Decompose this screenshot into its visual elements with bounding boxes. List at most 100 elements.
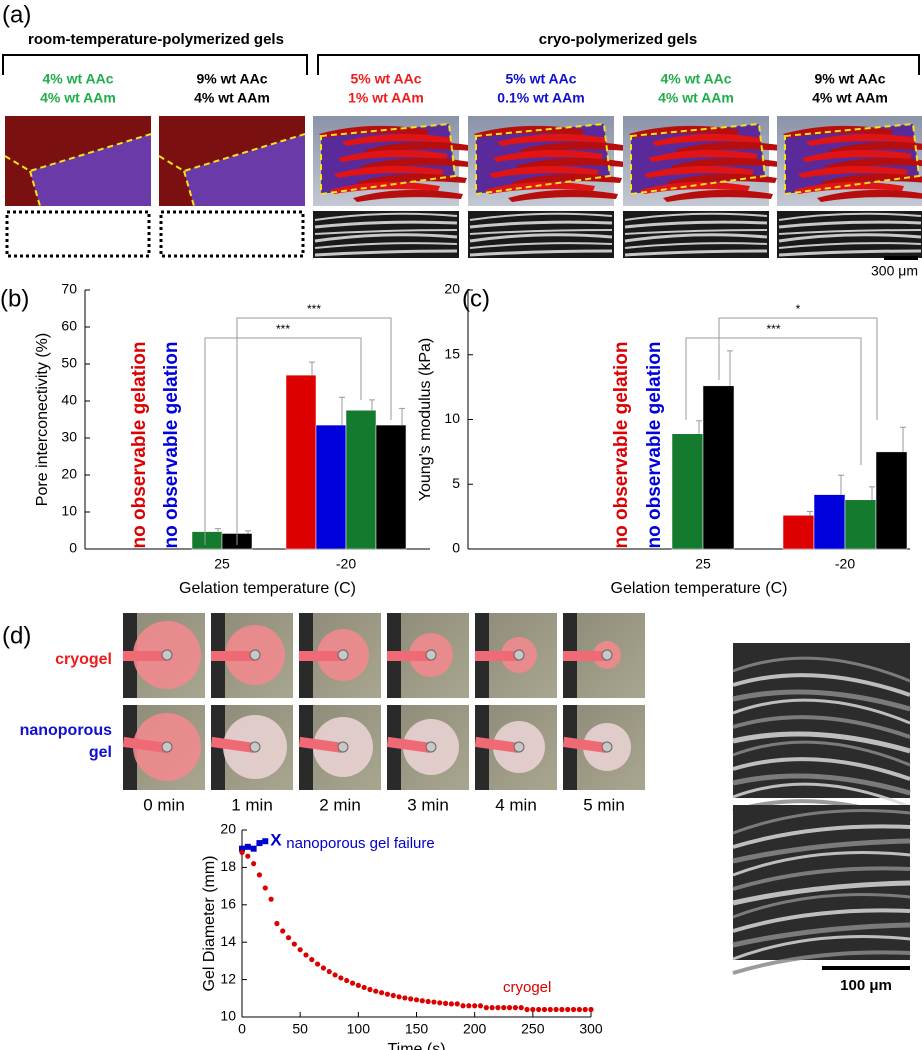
fiber bbox=[469, 220, 613, 229]
needle bbox=[299, 651, 343, 661]
bar bbox=[315, 424, 347, 550]
sem-sheet bbox=[732, 908, 911, 933]
strut bbox=[485, 181, 595, 194]
marker bbox=[448, 1001, 454, 1007]
marker bbox=[565, 1006, 571, 1013]
fiber bbox=[778, 249, 922, 257]
bar bbox=[375, 424, 407, 550]
row-label: gel bbox=[89, 744, 112, 761]
scale-label: 300 μm bbox=[871, 263, 918, 279]
bracket bbox=[2, 54, 308, 75]
sem-sheet bbox=[732, 698, 911, 725]
strut bbox=[663, 189, 773, 202]
needle-tip bbox=[513, 741, 525, 753]
empty-frame bbox=[5, 210, 151, 258]
y-tick-label: 15 bbox=[444, 345, 460, 361]
strut bbox=[497, 133, 607, 146]
marker bbox=[413, 997, 420, 1003]
y-tick-label: 30 bbox=[61, 429, 77, 445]
strut bbox=[357, 173, 467, 186]
needle-tip bbox=[249, 741, 261, 753]
column-label: 4% wt AAc bbox=[660, 71, 731, 87]
x-tick-label: 0 bbox=[238, 1021, 246, 1037]
scale-label: 100 μm bbox=[840, 977, 892, 994]
time-label: 1 min bbox=[231, 795, 273, 814]
time-label: 4 min bbox=[495, 795, 537, 814]
significance-bracket bbox=[718, 317, 878, 420]
row-label: nanoporous bbox=[20, 722, 113, 739]
bar bbox=[782, 515, 815, 550]
fiber bbox=[624, 233, 768, 243]
strut bbox=[330, 181, 440, 194]
marker bbox=[442, 1000, 449, 1006]
x-tick-label: 25 bbox=[695, 556, 711, 572]
fiber bbox=[314, 220, 458, 229]
fiber bbox=[314, 242, 458, 249]
annotation: no observable gelation bbox=[644, 342, 665, 549]
x-tick-label: 300 bbox=[579, 1021, 603, 1037]
marker bbox=[559, 1006, 565, 1013]
annotation: no observable gelation bbox=[161, 342, 182, 549]
strut bbox=[802, 149, 912, 162]
outline bbox=[630, 122, 767, 196]
column-label: 4% wt AAm bbox=[812, 90, 888, 106]
marker bbox=[466, 1003, 472, 1009]
strut bbox=[644, 165, 754, 178]
strut bbox=[667, 173, 777, 186]
gel-face bbox=[30, 134, 151, 206]
marker bbox=[320, 965, 327, 971]
strut bbox=[361, 157, 471, 170]
outline bbox=[29, 170, 41, 207]
bar bbox=[671, 433, 704, 550]
fiber bbox=[469, 249, 613, 257]
fiber bbox=[778, 220, 922, 229]
sem-sheet bbox=[732, 824, 911, 849]
y-tick-label: 20 bbox=[444, 281, 460, 297]
x-axis-label: Gelation temperature (C) bbox=[179, 580, 356, 597]
strut bbox=[512, 173, 622, 186]
outline bbox=[183, 170, 195, 207]
marker bbox=[297, 947, 303, 953]
sem-sheet bbox=[732, 809, 911, 835]
sem-sheet bbox=[732, 851, 911, 877]
outline bbox=[784, 122, 921, 196]
needle bbox=[122, 736, 168, 753]
fiber bbox=[624, 220, 768, 229]
annotation: nanoporous gel failure bbox=[286, 835, 434, 852]
annotation: no observable gelation bbox=[611, 342, 632, 549]
marker bbox=[425, 998, 431, 1005]
x-tick-label: -20 bbox=[336, 556, 356, 572]
marker bbox=[419, 998, 425, 1004]
bracket bbox=[317, 54, 920, 75]
fiber bbox=[469, 212, 613, 221]
marker bbox=[256, 872, 263, 878]
x-tick-label: 25 bbox=[214, 556, 230, 572]
marker bbox=[280, 928, 286, 934]
sem-sheet bbox=[732, 950, 911, 975]
y-tick-label: 10 bbox=[444, 410, 460, 426]
marker bbox=[239, 849, 245, 856]
strut bbox=[648, 149, 758, 162]
row-label: cryogel bbox=[55, 651, 112, 668]
fiber bbox=[778, 229, 922, 235]
marker bbox=[431, 999, 437, 1005]
strut bbox=[798, 165, 908, 178]
fiber bbox=[314, 249, 458, 257]
y-tick-label: 40 bbox=[61, 392, 77, 408]
column-label: 5% wt AAc bbox=[505, 71, 576, 87]
marker bbox=[379, 990, 385, 996]
strut bbox=[338, 149, 448, 162]
y-tick-label: 50 bbox=[61, 355, 77, 371]
marker bbox=[303, 952, 309, 958]
marker bbox=[291, 941, 297, 947]
panel-label: (d) bbox=[2, 622, 31, 649]
strut bbox=[806, 133, 916, 146]
fiber bbox=[469, 233, 613, 243]
needle bbox=[475, 651, 519, 661]
marker bbox=[495, 1005, 501, 1011]
marker bbox=[541, 1006, 548, 1013]
panel-label: (c) bbox=[462, 285, 490, 312]
fiber bbox=[624, 229, 768, 235]
strut bbox=[640, 181, 750, 194]
marker bbox=[518, 1005, 524, 1011]
